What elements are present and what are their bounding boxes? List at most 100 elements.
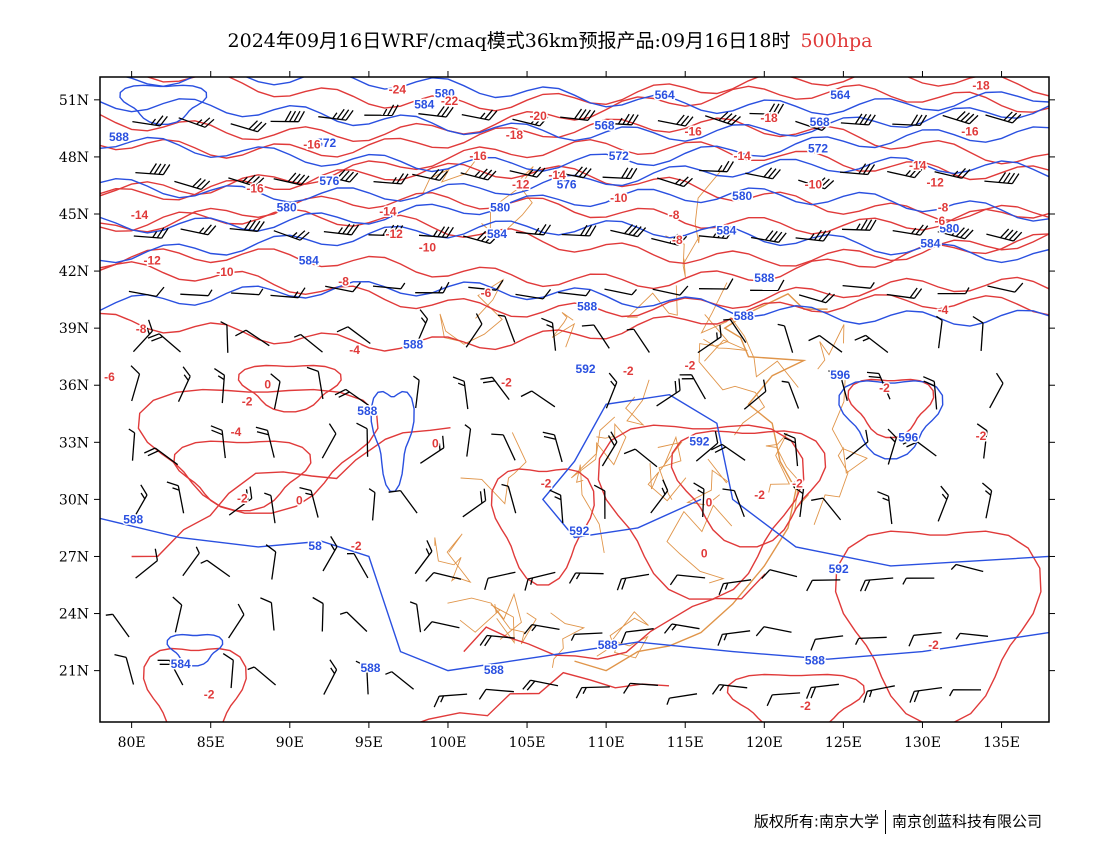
wind-barb [463,230,499,245]
admin-border [494,592,522,640]
height-label: 592 [829,562,849,576]
isotherm-loop [137,388,379,514]
wind-barb [806,579,841,592]
height-label: 580 [435,86,455,100]
wind-barb [520,390,556,408]
height-label: 588 [357,404,377,418]
isotherm-line [131,427,451,558]
height-label: 584 [414,98,434,112]
wind-barb [892,114,928,127]
wind-barb [433,693,468,708]
wind-barb [657,114,694,127]
copyright-owner: 版权所有:南京大学 [753,812,879,831]
wind-barb [949,689,982,697]
wind-barb [575,686,610,699]
wind-barb [334,388,370,406]
wind-barb [229,219,265,233]
temperature-label: -6 [481,286,492,300]
wind-barb [570,632,603,641]
temperature-label: -16 [684,124,702,138]
admin-border [817,324,845,370]
wind-barb [323,223,360,236]
wind-barb [698,227,734,240]
lat-tick-label: 45N [59,207,89,223]
wind-barb [228,486,253,516]
height-contour [541,394,1049,567]
wind-barb [841,219,877,231]
isotherm-loop [834,530,1042,722]
wind-barb [346,552,369,579]
wind-barb [717,630,751,646]
wind-barb [936,315,943,349]
wind-barb [479,634,515,647]
wind-barb [182,546,200,577]
height-contour-loop [166,633,224,667]
wind-barb [985,111,1022,124]
wind-barb [610,224,647,238]
temperature-label: 0 [701,547,708,561]
temperature-label: -2 [204,688,215,702]
wind-barb [260,597,275,631]
temperature-label: 0 [264,377,271,391]
lon-tick-label: 120E [746,735,783,751]
wind-barb [452,376,469,410]
temperature-label: -12 [926,176,944,190]
wind-barb [541,317,557,351]
wind-barb [783,432,799,467]
wind-barb [497,314,516,343]
wind-barb [722,488,745,518]
admin-border [551,312,576,348]
wind-barb [693,482,705,518]
temperature-label: -2 [351,539,362,553]
chart-title: 2024年09月16日WRF/cmaq模式36km预报产品:09月16日18时 5… [0,26,1100,53]
wind-barb [247,666,277,686]
isotherm-line [100,191,1049,235]
wind-barb [415,309,429,346]
wind-barb [950,563,984,573]
wind-barb [650,479,669,514]
isotherm-line [100,117,1049,165]
wind-barb [792,481,805,517]
admin-border [421,159,477,197]
isotherm-loop [726,673,866,722]
temperature-label: -4 [231,425,242,439]
height-label: 580 [277,200,297,214]
isotherm-line [418,671,670,722]
height-label: 564 [655,88,675,102]
wind-barb [373,173,409,185]
wind-barb [810,635,844,651]
wind-barb [414,540,433,575]
map-frame [99,76,1050,723]
height-label: 584 [171,657,191,671]
height-label: 588 [734,309,754,323]
wind-barb [866,371,891,400]
wind-barb [981,482,993,519]
wind-barb [214,368,226,404]
wind-barb [501,483,517,514]
temperature-label: -18 [760,111,778,125]
wind-barb [385,671,415,690]
lat-tick-label: 36N [59,378,89,394]
temperature-label: 0 [296,493,303,507]
temperature-label: -2 [242,395,253,409]
wind-barb [542,431,563,463]
wind-barb [412,168,448,182]
wind-barb [620,628,654,644]
lon-tick-label: 110E [588,735,625,751]
wind-barb [902,438,937,457]
wind-barb [464,424,472,457]
wind-barb [877,491,893,525]
wind-barb [325,282,361,293]
height-label: 588 [577,299,597,313]
wind-barb [306,366,324,400]
admin-border [447,597,537,645]
height-label: 588 [805,653,825,667]
temperature-label: -14 [733,149,751,163]
wind-barb [468,279,504,291]
wind-barb [603,113,639,126]
wind-barb [418,105,454,118]
lat-tick-label: 48N [59,150,89,166]
wind-barb [845,429,869,460]
wind-barb [886,287,923,299]
height-label: 568 [595,119,615,133]
